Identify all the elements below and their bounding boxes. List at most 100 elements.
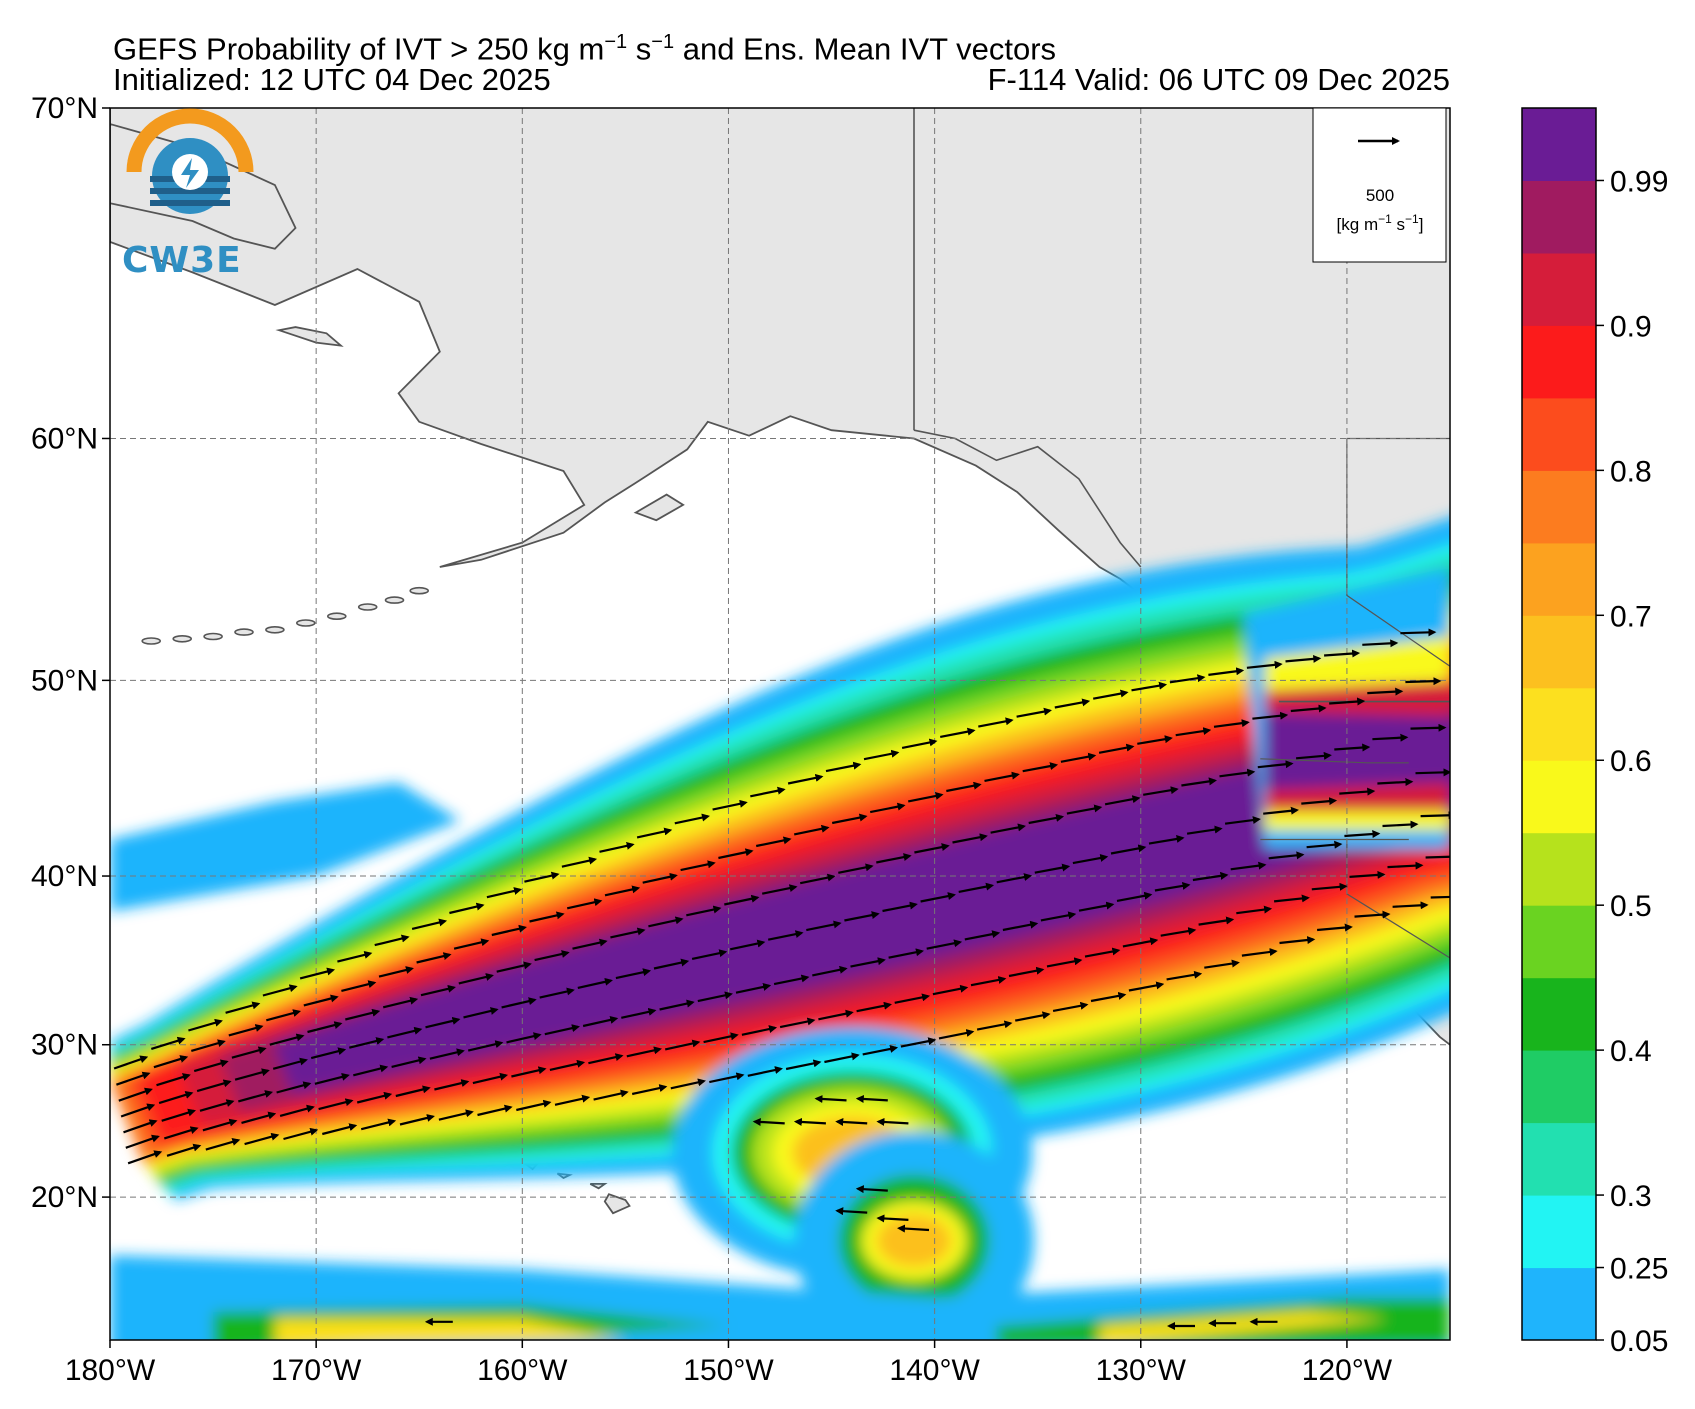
ivt-vector [449,902,485,915]
ivt-vector [1334,743,1371,752]
ivt-vector [741,1025,778,1036]
ivt-vector [1362,639,1399,648]
aleutian-island [234,628,254,636]
ivt-vector [303,994,339,1007]
ivt-vector [835,1207,868,1216]
ivt-vector [429,1048,465,1060]
ivt-vector [1410,723,1447,732]
ivt-vector [572,938,608,950]
ivt-vector [1219,768,1256,778]
ivt-vector [318,1098,354,1111]
ivt-vector [1208,667,1245,676]
ivt-vector [378,966,414,978]
aleutian-island [141,637,161,645]
aleutian-island [203,632,223,641]
ivt-vector [196,1079,232,1093]
ivt-vector [621,1007,657,1019]
ivt-vector [353,1064,389,1077]
ivt-vector [1046,957,1083,968]
ivt-vector [952,833,988,844]
aleutian-island [326,612,347,621]
ivt-vector [113,1055,149,1070]
ivt-vector [812,965,848,977]
ivt-vector [1054,698,1091,709]
ivt-vector [735,983,772,994]
ivt-vector [188,1018,223,1032]
ivt-vector [1241,948,1278,957]
axis-ticks: 70°N 60°N 50°N 40°N 30°N 20°N 180°W 170°W 160°W 1… [31,92,1393,1387]
ivt-vector [1028,813,1065,825]
ivt-vector [976,1020,1013,1031]
ivt-vector [322,1123,358,1136]
ivt-vector [869,802,906,814]
ivt-vector [1143,786,1179,796]
ivt-vector [1092,689,1129,700]
ivt-vector [888,948,924,959]
ar-probability-band [273,720,1450,1094]
ivt-vector [907,792,944,803]
ivt-vector [674,813,710,825]
ivt-vector [266,1009,302,1022]
ivt-vector [1415,768,1450,777]
ivt-vector [1430,895,1450,899]
lon-tick-label: 130°W [1096,1354,1187,1387]
ivt-vector [1387,861,1424,870]
ivt-vector [664,1039,701,1051]
ivt-vector [127,1150,163,1165]
cw3e-logo: CW3E [122,108,254,281]
land-kodiak [633,493,685,522]
ivt-vector [539,987,575,999]
ivt-vector [709,1072,745,1084]
ivt-vector [1279,936,1316,945]
ivt-vector [818,1009,854,1021]
ivt-vector [1181,777,1217,787]
ivt-vector [1175,727,1212,737]
land-maui [589,1183,608,1190]
ivt-vector [631,1084,668,1096]
aleutian-island [357,603,378,611]
ivt-vector [863,749,900,761]
ivt-vector [1425,855,1450,859]
ivt-vector [1060,752,1097,763]
ivt-vector [554,1094,591,1106]
ivt-vector [1116,891,1153,902]
ivt-vector [387,1026,423,1039]
ivt-vector [1382,820,1419,829]
ivt-vector [938,1029,975,1040]
ivt-vector [787,773,824,785]
ivt-vector [964,930,1001,941]
ivt-vector [1301,797,1338,806]
lat-tick-label: 30°N [31,1029,98,1062]
ivt-vector [932,984,969,996]
ivt-vector [1377,778,1414,787]
ivt-vector [920,892,956,903]
ivt-vector-layer [113,628,1450,1330]
ivt-vector [1400,628,1437,637]
ivt-vector [349,1037,385,1049]
ivt-vector [561,856,598,868]
ivt-vector [894,993,931,1004]
ivt-vector [153,1055,189,1069]
ivt-vector [876,853,912,864]
ivt-vector [463,1007,499,1019]
ivt-vector [1405,677,1442,686]
ivt-vector [577,977,613,989]
valid-label: F-114 Valid: 06 UTC 09 Dec 2025 [987,62,1450,97]
ivt-vector [1285,654,1322,663]
title-exponent-1: −1 [604,31,628,53]
ivt-vector [1034,863,1071,874]
ivt-vector [337,950,373,963]
ivt-vector [1372,733,1409,742]
ivt-vector [1090,991,1127,1003]
ivt-vector [299,967,336,980]
ivt-vector [166,1143,202,1157]
ivt-vector [876,1214,909,1223]
ivt-vector [1154,881,1191,892]
ivt-vector [1290,704,1327,713]
ivt-vector [1339,787,1376,796]
lon-tick-label: 170°W [271,1354,362,1387]
ivt-vector [163,1126,199,1140]
lat-tick-label: 70°N [31,92,98,125]
ivt-vector [1252,711,1289,720]
ivt-vector [549,1059,586,1071]
